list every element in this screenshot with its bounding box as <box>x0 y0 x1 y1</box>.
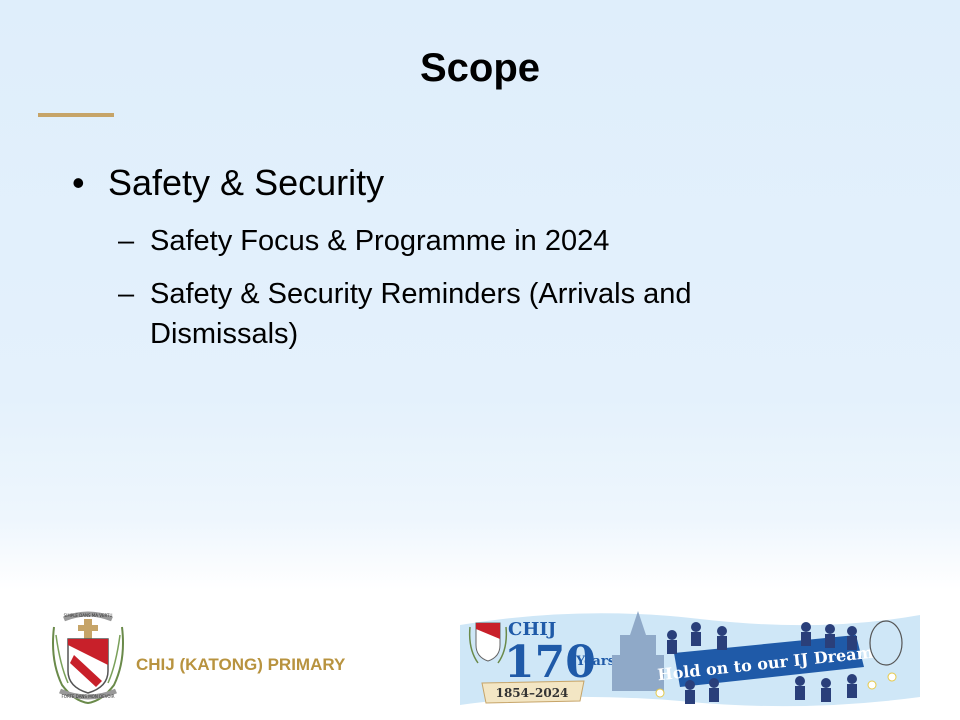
bullet-text: Safety & Security <box>108 162 385 203</box>
sub-dash: – <box>118 278 135 310</box>
banner-chij: CHIJ <box>508 619 556 640</box>
bullet-dot: • <box>72 162 85 203</box>
title-accent-line <box>38 113 114 117</box>
school-crest-logo: SIMPLE DANS MA VERTU FORTE DANS MON DEVO… <box>52 611 124 705</box>
slide-title: Scope <box>419 46 541 90</box>
anniversary-banner: CHIJ 170 Years 1854–2024 Hold on to our … <box>460 611 920 707</box>
sub-item: – Safety Focus & Programme in 2024 <box>72 221 832 261</box>
crest-motto-bottom: FORTE DANS MON DEVOIR <box>62 694 115 699</box>
banner-dates: 1854–2024 <box>496 686 569 700</box>
bullet-list: • Safety & Security – Safety Focus & Pro… <box>72 158 832 354</box>
sub-item: – Safety & Security Reminders (Arrivals … <box>72 274 832 354</box>
crest-motto-top: SIMPLE DANS MA VERTU <box>64 613 113 618</box>
sub-item-text: Safety Focus & Programme in 2024 <box>150 225 610 257</box>
banner-years: Years <box>575 654 615 669</box>
school-name: CHIJ (KATONG) PRIMARY <box>136 655 346 674</box>
sub-item-text: Safety & Security Reminders (Arrivals an… <box>150 278 692 350</box>
banner-170: 170 <box>504 637 596 688</box>
sub-dash: – <box>118 225 135 257</box>
bullet-item: • Safety & Security <box>72 158 832 208</box>
